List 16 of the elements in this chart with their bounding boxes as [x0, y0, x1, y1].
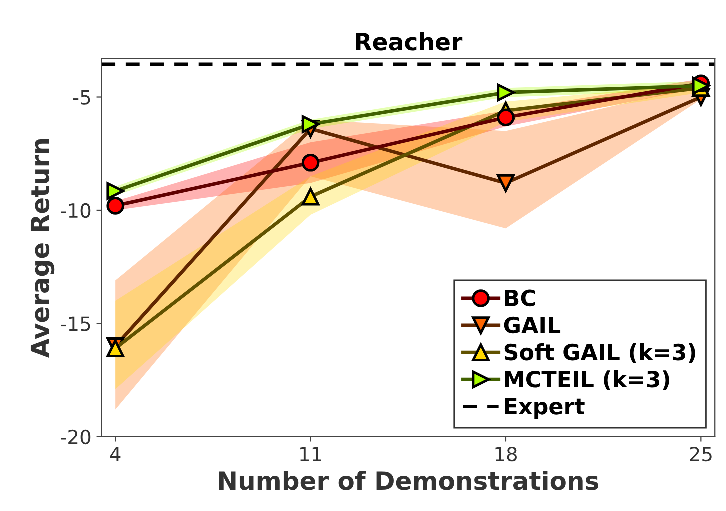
legend-label: Soft GAIL (k=3)	[504, 343, 696, 364]
x-tick-label: 4	[110, 447, 121, 462]
y-tick-label: -15	[61, 316, 90, 332]
y-tick-label: -5	[73, 90, 90, 105]
x-tick-label: 11	[300, 447, 322, 462]
y-axis-title: Average Return	[30, 140, 55, 358]
x-tick-label: 25	[690, 446, 712, 462]
chart-title: Reacher	[356, 32, 463, 51]
legend-label: GAIL	[504, 316, 561, 334]
legend-label: Expert	[505, 398, 585, 420]
y-tick-label: -20	[61, 430, 91, 445]
legend-label: MCTEIL (k=3)	[505, 370, 670, 390]
x-axis-title: Number of Demonstrations	[219, 471, 598, 490]
y-tick-label: -10	[61, 203, 91, 218]
legend-label: BC	[505, 290, 536, 307]
x-tick-label: 18	[496, 446, 518, 462]
